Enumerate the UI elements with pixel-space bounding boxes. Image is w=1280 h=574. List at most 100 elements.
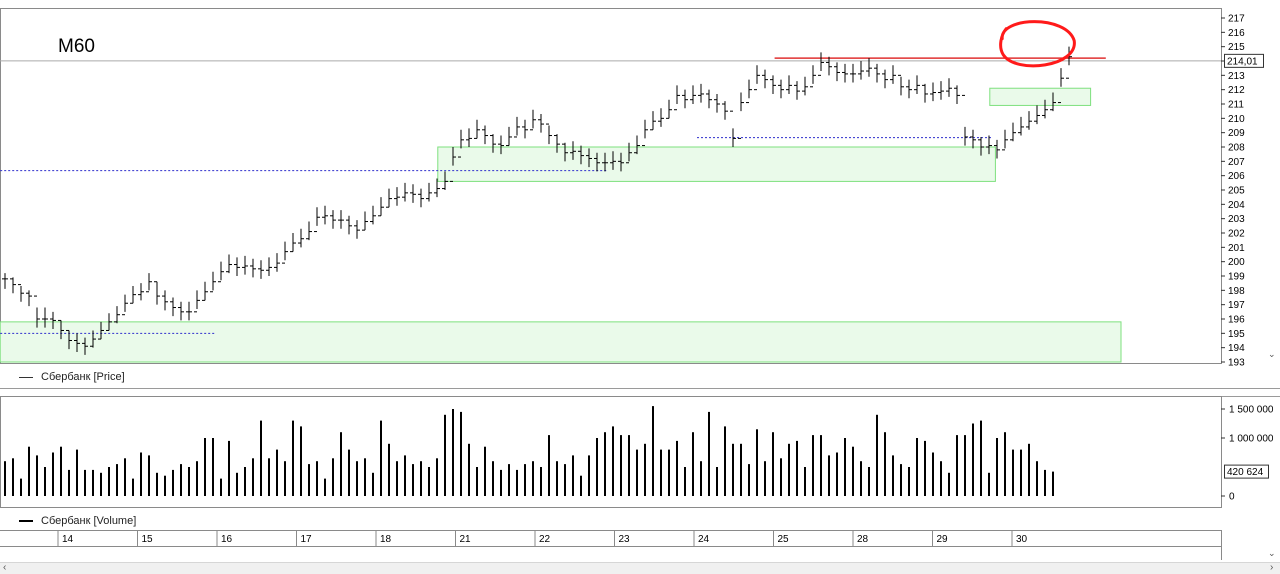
price-tick-label: 197 bbox=[1228, 300, 1245, 311]
current-volume-box bbox=[1224, 464, 1269, 479]
ohlc-bar bbox=[322, 205, 328, 225]
price-tick-label: 203 bbox=[1228, 214, 1245, 225]
ohlc-bar bbox=[1042, 99, 1048, 119]
time-axis-label: 17 bbox=[301, 534, 313, 545]
volume-tick-label: 0 bbox=[1229, 492, 1235, 503]
ohlc-bar bbox=[330, 210, 336, 229]
ohlc-bar bbox=[482, 125, 488, 145]
ohlc-bar bbox=[714, 93, 720, 113]
time-axis-label: 29 bbox=[937, 534, 949, 545]
horizontal-scrollbar[interactable]: ‹ › bbox=[0, 562, 1280, 574]
time-axis-label: 18 bbox=[380, 534, 392, 545]
price-tick-label: 210 bbox=[1228, 114, 1245, 125]
ohlc-bar bbox=[506, 126, 512, 147]
ohlc-bar bbox=[626, 142, 632, 164]
ohlc-bar bbox=[650, 111, 656, 131]
ohlc-bar bbox=[530, 109, 536, 131]
ohlc-bar bbox=[282, 241, 288, 264]
price-scroll-down-icon[interactable]: ⌄ bbox=[1268, 349, 1276, 359]
ohlc-bar bbox=[762, 69, 768, 89]
breakout-zone-upper[interactable] bbox=[989, 87, 1092, 106]
ohlc-bar bbox=[10, 277, 16, 294]
price-tick-label: 208 bbox=[1228, 143, 1245, 154]
ohlc-bar bbox=[1002, 129, 1008, 151]
scroll-left-icon[interactable]: ‹ bbox=[3, 562, 7, 573]
ohlc-bar bbox=[706, 89, 712, 109]
time-axis-label: 25 bbox=[778, 534, 790, 545]
volume-plot-area[interactable] bbox=[0, 396, 1222, 508]
price-tick-label: 206 bbox=[1228, 171, 1245, 182]
ohlc-bar bbox=[834, 62, 840, 82]
highlight-circle-annotation[interactable] bbox=[999, 20, 1076, 68]
ohlc-bar bbox=[554, 134, 560, 153]
time-axis-label: 15 bbox=[142, 534, 154, 545]
ohlc-bar bbox=[218, 261, 224, 283]
ohlc-bar bbox=[978, 136, 984, 156]
price-tick-label: 202 bbox=[1228, 229, 1245, 240]
ohlc-bar bbox=[818, 52, 824, 76]
ohlc-bar bbox=[210, 271, 216, 293]
ohlc-bar bbox=[314, 207, 320, 233]
price-tick-label: 211 bbox=[1228, 100, 1244, 111]
price-tick-label: 201 bbox=[1228, 243, 1245, 254]
ohlc-bar bbox=[58, 319, 64, 340]
ohlc-bar bbox=[250, 258, 256, 278]
ohlc-bar bbox=[1058, 68, 1064, 104]
ohlc-bar bbox=[194, 290, 200, 313]
time-axis-label: 24 bbox=[698, 534, 710, 545]
ohlc-bar bbox=[474, 119, 480, 139]
volume-legend[interactable]: Сбербанк [Volume] bbox=[19, 515, 136, 527]
ohlc-bar bbox=[26, 290, 32, 307]
ohlc-bar bbox=[234, 257, 240, 276]
price-plot-area[interactable] bbox=[0, 8, 1222, 364]
ohlc-bar bbox=[1034, 105, 1040, 125]
ohlc-bar bbox=[874, 63, 880, 83]
ohlc-bar bbox=[666, 99, 672, 119]
ohlc-bar bbox=[346, 215, 352, 235]
ohlc-bar bbox=[738, 92, 744, 139]
scroll-right-icon[interactable]: › bbox=[1270, 562, 1274, 573]
ohlc-bar bbox=[930, 82, 936, 102]
time-axis-label: 23 bbox=[619, 534, 631, 545]
ohlc-bar bbox=[602, 152, 608, 172]
ohlc-bar bbox=[858, 61, 864, 80]
ohlc-bar bbox=[114, 306, 120, 324]
support-zone-lower[interactable] bbox=[0, 321, 1122, 363]
ohlc-bar bbox=[986, 135, 992, 155]
time-axis-label: 14 bbox=[62, 534, 74, 545]
time-axis-label: 30 bbox=[1016, 534, 1028, 545]
ohlc-bar bbox=[938, 81, 944, 100]
ohlc-bar bbox=[634, 135, 640, 155]
ohlc-bar bbox=[378, 197, 384, 217]
ohlc-bar bbox=[698, 83, 704, 103]
ohlc-bar bbox=[2, 273, 8, 289]
ohlc-bar bbox=[266, 257, 272, 276]
ohlc-bar bbox=[410, 184, 416, 203]
current-price-box bbox=[1224, 53, 1264, 68]
ohlc-bar bbox=[338, 210, 344, 229]
price-tick-label: 216 bbox=[1228, 28, 1245, 39]
price-legend[interactable]: Сбербанк [Price] bbox=[19, 371, 125, 383]
ohlc-bar bbox=[754, 65, 760, 91]
ohlc-bar bbox=[842, 63, 848, 83]
ohlc-bar bbox=[522, 119, 528, 139]
ohlc-bar bbox=[658, 108, 664, 127]
ohlc-bar bbox=[122, 294, 128, 316]
ohlc-bar bbox=[610, 151, 616, 170]
time-axis-label: 28 bbox=[857, 534, 869, 545]
time-axis-label: 16 bbox=[221, 534, 233, 545]
ohlc-bar bbox=[370, 205, 376, 225]
ohlc-bar bbox=[386, 188, 392, 208]
ohlc-bar bbox=[170, 297, 176, 317]
ohlc-bar bbox=[538, 114, 544, 133]
ohlc-bar bbox=[50, 311, 56, 330]
price-tick-label: 193 bbox=[1228, 358, 1245, 369]
ohlc-bar bbox=[362, 211, 368, 231]
ohlc-bar bbox=[442, 171, 448, 190]
ohlc-bar bbox=[66, 329, 72, 350]
price-tick-label: 209 bbox=[1228, 128, 1245, 139]
volume-scroll-down-icon[interactable]: ⌄ bbox=[1268, 548, 1276, 558]
ohlc-bar bbox=[498, 135, 504, 155]
support-zone-middle[interactable] bbox=[437, 146, 996, 182]
